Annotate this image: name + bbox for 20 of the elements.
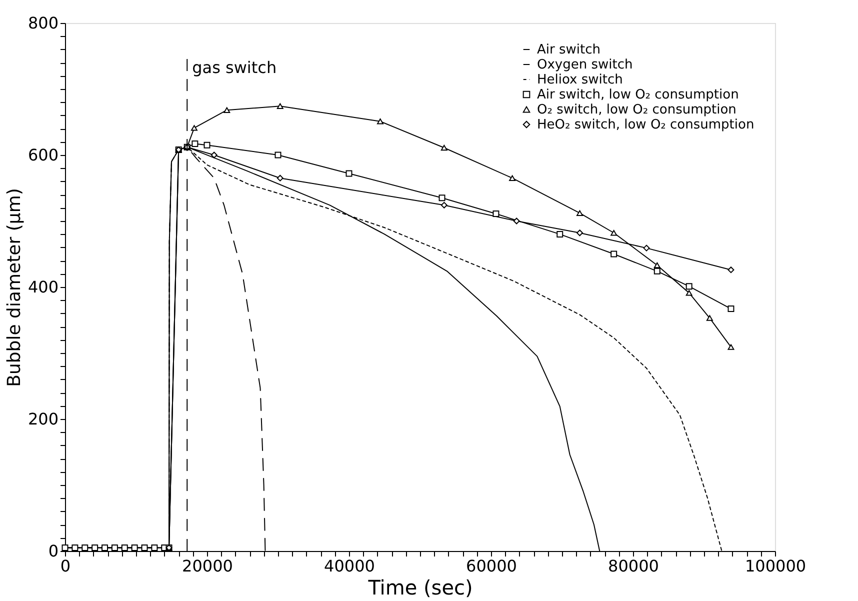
x-tick-label: 80000 (608, 556, 659, 576)
y-tick-label: 400 (28, 278, 58, 296)
x-tick-label: 20000 (182, 556, 233, 576)
x-tick-label: 60000 (466, 556, 517, 576)
legend-label: Heliox switch (537, 72, 623, 88)
x-axis-title: Time (sec) (367, 576, 473, 600)
y-tick-label: 200 (28, 410, 58, 428)
legend-label: HeO₂ switch, low O₂ consumption (537, 118, 754, 132)
legend-label: O₂ switch, low O₂ consumption (537, 102, 736, 118)
x-tick-label: 0 (60, 556, 71, 576)
x-tick-label: 40000 (324, 556, 375, 576)
legend-label: Air switch (537, 42, 600, 58)
y-tick-label: 600 (28, 146, 58, 164)
y-tick-label: 800 (28, 14, 58, 32)
y-axis-title: Bubble diameter (μm) (4, 188, 25, 387)
y-tick-label: 0 (48, 542, 58, 560)
legend-label: Oxygen switch (537, 58, 633, 72)
legend-label: Air switch, low O₂ consumption (537, 88, 739, 102)
ref-line-label: gas switch (192, 58, 277, 77)
x-tick-label: 100000 (744, 556, 806, 576)
